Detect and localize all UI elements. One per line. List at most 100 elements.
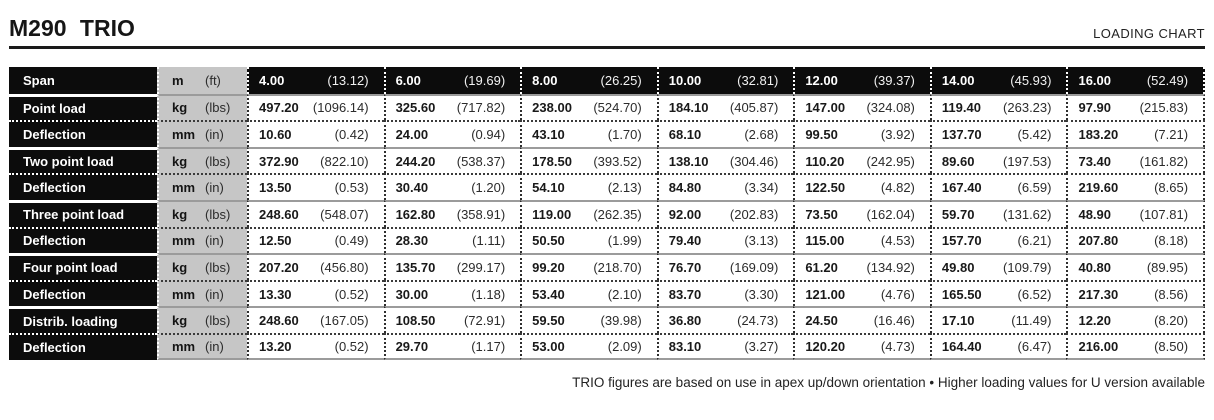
row-label: Deflection — [9, 226, 157, 254]
value-imperial: (39.98) — [600, 313, 642, 329]
value-imperial: (109.79) — [1003, 259, 1052, 275]
value-cell: 53.40 (2.10) — [520, 279, 657, 307]
unit-metric: kg — [172, 153, 188, 169]
value-metric: 207.80 — [1078, 233, 1119, 249]
value-cell: 162.80 (358.91) — [383, 199, 521, 227]
value-imperial: (7.21) — [1154, 126, 1189, 142]
value-metric: 164.40 — [941, 338, 982, 354]
value-imperial: (45.93) — [1010, 72, 1052, 88]
unit-cell: mm (in) — [157, 279, 247, 307]
value-metric: 6.00 — [395, 72, 421, 88]
value-metric: 24.00 — [395, 126, 429, 142]
value-imperial: (218.70) — [593, 259, 642, 275]
value-imperial: (4.76) — [880, 286, 915, 302]
value-imperial: (16.46) — [873, 313, 915, 329]
value-metric: 325.60 — [395, 100, 436, 116]
value-metric: 120.20 — [805, 338, 846, 354]
value-metric: 97.90 — [1078, 100, 1112, 116]
value-imperial: (1.18) — [471, 286, 506, 302]
value-imperial: (1.20) — [471, 180, 506, 196]
table-row: Distrib. loading kg (lbs) 248.60 (167.05) 108… — [9, 306, 1206, 333]
value-imperial: (1.99) — [607, 233, 642, 249]
row-label: Deflection — [9, 279, 157, 307]
value-metric: 76.70 — [668, 259, 702, 275]
value-metric: 13.50 — [259, 180, 292, 196]
value-cell: 10.60 (0.42) — [247, 120, 384, 147]
value-imperial: (11.49) — [1011, 313, 1052, 329]
table-row: Span m (ft) 4.00 (13.12) 6.00 (19.69) 8.00 (26.2… — [9, 67, 1206, 94]
value-metric: 10.00 — [668, 72, 702, 88]
value-cell: 119.00 (262.35) — [520, 199, 657, 227]
value-metric: 119.40 — [941, 100, 981, 116]
table-row: Deflection mm (in) 10.60 (0.42) 24.00 (0.94) 43… — [9, 120, 1206, 147]
page: M290 TRIO LOADING CHART Span m (ft) 4.00 (13… — [9, 15, 1206, 390]
value-cell: 164.40 (6.47) — [929, 332, 1067, 360]
value-cell: 121.00 (4.76) — [793, 279, 930, 307]
table-row: Two point load kg (lbs) 372.90 (822.10) 244.2… — [9, 146, 1206, 174]
value-imperial: (393.52) — [593, 153, 642, 169]
table-row: Deflection mm (in) 13.50 (0.53) 30.40 (1.20) 54… — [9, 173, 1206, 200]
value-metric: 53.40 — [532, 286, 565, 302]
unit-metric: mm — [172, 180, 196, 196]
value-cell: 10.00 (32.81) — [656, 67, 794, 94]
value-metric: 83.70 — [668, 286, 702, 302]
row-label: Deflection — [9, 173, 157, 200]
value-metric: 184.10 — [668, 100, 709, 116]
value-metric: 12.20 — [1078, 313, 1112, 329]
value-cell: 325.60 (717.82) — [383, 93, 521, 121]
value-imperial: (0.49) — [334, 233, 369, 249]
value-metric: 59.70 — [941, 206, 975, 222]
value-metric: 24.50 — [805, 313, 838, 329]
value-metric: 183.20 — [1078, 126, 1119, 142]
row-label: Distrib. loading — [9, 306, 157, 333]
value-metric: 43.10 — [532, 126, 565, 142]
unit-cell: kg (lbs) — [157, 253, 247, 280]
value-imperial: (134.92) — [866, 259, 915, 275]
value-cell: 119.40 (263.23) — [929, 93, 1067, 121]
value-cell: 76.70 (169.09) — [656, 253, 794, 280]
value-metric: 36.80 — [668, 313, 702, 329]
row-label: Deflection — [9, 120, 157, 147]
value-metric: 137.70 — [941, 126, 982, 142]
page-title: M290 TRIO — [9, 15, 135, 41]
value-cell: 110.20 (242.95) — [793, 146, 930, 174]
unit-cell: kg (lbs) — [157, 146, 247, 174]
value-imperial: (0.52) — [334, 286, 369, 302]
value-cell: 216.00 (8.50) — [1066, 332, 1206, 360]
value-cell: 8.00 (26.25) — [520, 67, 657, 94]
value-cell: 165.50 (6.52) — [929, 279, 1067, 307]
value-cell: 4.00 (13.12) — [247, 67, 384, 94]
value-metric: 59.50 — [532, 313, 565, 329]
value-imperial: (2.13) — [607, 180, 642, 196]
unit-metric: m — [172, 72, 184, 88]
value-metric: 138.10 — [668, 153, 709, 169]
value-cell: 24.50 (16.46) — [793, 306, 930, 333]
value-imperial: (0.42) — [334, 126, 369, 142]
value-imperial: (1096.14) — [312, 100, 369, 116]
value-metric: 108.50 — [395, 313, 436, 329]
value-imperial: (8.20) — [1154, 313, 1189, 329]
value-cell: 59.70 (131.62) — [929, 199, 1067, 227]
value-cell: 53.00 (2.09) — [520, 332, 657, 360]
unit-cell: kg (lbs) — [157, 306, 247, 333]
value-imperial: (32.81) — [737, 72, 779, 88]
value-imperial: (169.09) — [729, 259, 779, 275]
value-imperial: (167.05) — [320, 313, 369, 329]
value-cell: 372.90 (822.10) — [247, 146, 384, 174]
value-metric: 73.50 — [805, 206, 838, 222]
value-cell: 12.20 (8.20) — [1066, 306, 1206, 333]
row-label: Deflection — [9, 332, 157, 360]
value-imperial: (5.42) — [1017, 126, 1052, 142]
row-label: Span — [9, 67, 157, 94]
value-cell: 207.80 (8.18) — [1066, 226, 1206, 254]
value-cell: 30.00 (1.18) — [383, 279, 521, 307]
value-cell: 29.70 (1.17) — [383, 332, 521, 360]
unit-imperial: (in) — [205, 338, 224, 354]
value-metric: 17.10 — [941, 313, 975, 329]
value-imperial: (2.10) — [607, 286, 642, 302]
value-cell: 147.00 (324.08) — [793, 93, 930, 121]
table-row: Deflection mm (in) 12.50 (0.49) 28.30 (1.11) 50… — [9, 226, 1206, 254]
table-row: Deflection mm (in) 13.20 (0.52) 29.70 (1.17) 53… — [9, 332, 1206, 360]
value-imperial: (161.82) — [1139, 153, 1189, 169]
value-imperial: (197.53) — [1003, 153, 1052, 169]
